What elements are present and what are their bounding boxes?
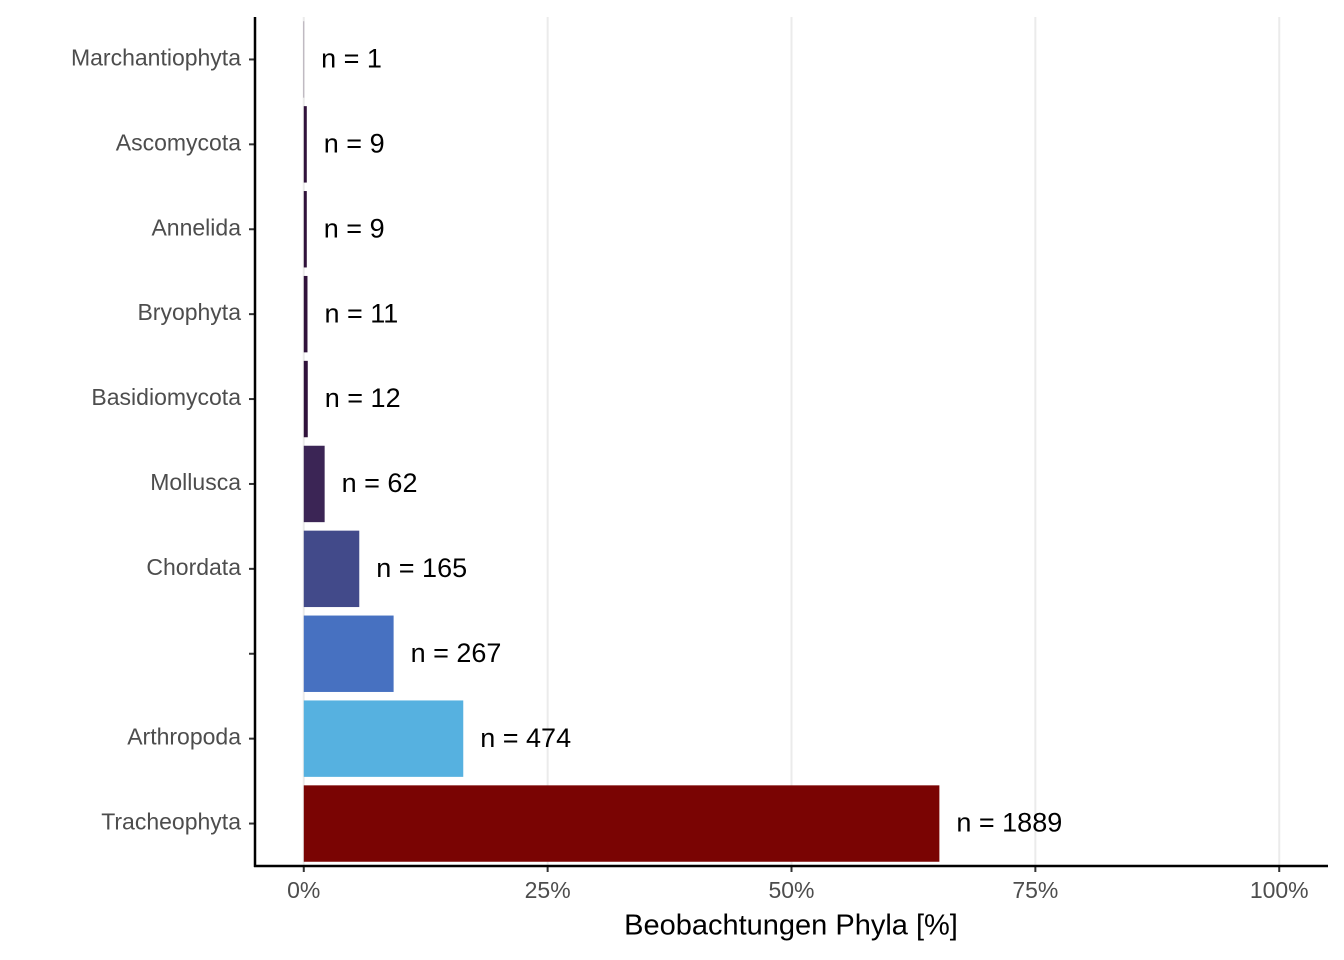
- bar: [303, 785, 940, 862]
- bar: [303, 106, 307, 183]
- bar: [303, 191, 307, 268]
- y-tick-label: Chordata: [146, 554, 241, 580]
- y-tick-label: Basidiomycota: [91, 384, 241, 410]
- y-tick-label: Bryophyta: [137, 299, 241, 325]
- y-tick-label: Arthropoda: [127, 724, 241, 750]
- y-tick-label: Annelida: [151, 214, 241, 240]
- bar-annotation: n = 9: [324, 213, 385, 243]
- bar-annotation: n = 267: [411, 638, 502, 668]
- bar-annotation: n = 12: [325, 383, 401, 413]
- bar: [303, 530, 360, 608]
- x-tick-label: 50%: [768, 877, 814, 903]
- bar: [303, 700, 464, 777]
- y-tick-label: Mollusca: [150, 469, 241, 495]
- bar-annotation: n = 474: [480, 723, 571, 753]
- bar-annotation: n = 1889: [956, 808, 1062, 838]
- bar: [303, 360, 308, 438]
- x-tick-label: 0%: [287, 877, 320, 903]
- bar-annotation: n = 165: [376, 553, 467, 583]
- bar-annotation: n = 9: [324, 128, 385, 158]
- bar: [303, 445, 325, 523]
- bar: [303, 275, 308, 353]
- x-tick-label: 25%: [525, 877, 571, 903]
- y-tick-label: Tracheophyta: [101, 809, 241, 835]
- bar: [303, 615, 394, 692]
- x-axis-title: Beobachtungen Phyla [%]: [624, 910, 958, 942]
- x-tick-label: 100%: [1250, 877, 1309, 903]
- bar-annotation: n = 62: [342, 468, 418, 498]
- x-tick-label: 75%: [1012, 877, 1058, 903]
- y-tick-label: Marchantiophyta: [71, 45, 241, 71]
- bar-annotation: n = 1: [321, 44, 382, 74]
- y-tick-label: Ascomycota: [116, 129, 241, 155]
- bar-annotation: n = 11: [324, 298, 398, 328]
